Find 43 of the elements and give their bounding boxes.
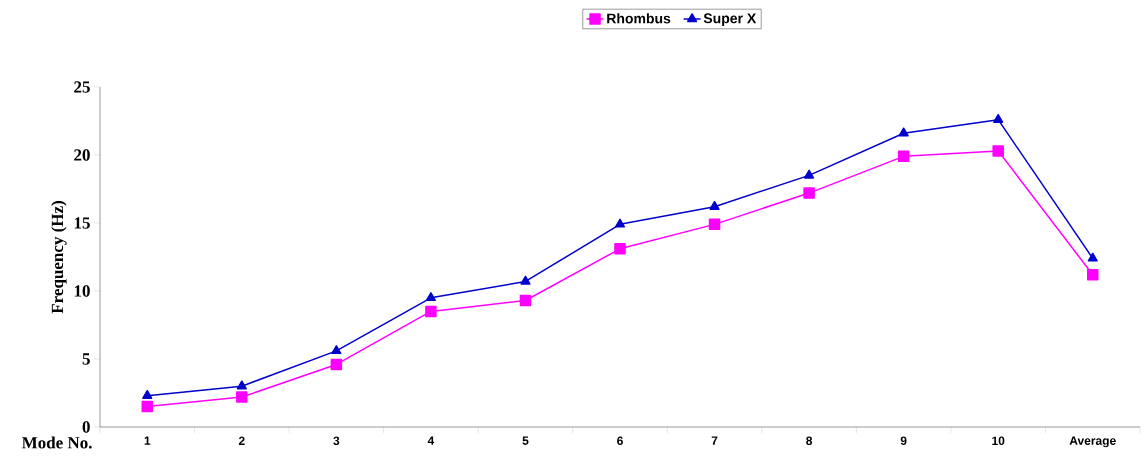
point [614, 243, 626, 255]
y-tick-label: 20 [74, 149, 90, 161]
x-tick-label: 9 [900, 436, 907, 446]
point [331, 345, 342, 355]
x-tick-label: 4 [427, 436, 435, 445]
point [142, 389, 153, 399]
point [898, 127, 909, 137]
x-axis-title: Mode No. [21, 436, 92, 449]
x-tick-label: Average [1069, 436, 1116, 448]
point [1086, 268, 1099, 281]
point [803, 187, 815, 199]
point [708, 218, 721, 231]
point [141, 400, 154, 413]
y-tick-label: 25 [74, 81, 90, 93]
y-tick-label: 15 [74, 217, 90, 229]
legend-label: Rhombus [607, 13, 671, 24]
point [709, 200, 720, 210]
point [804, 169, 815, 179]
x-tick-label: 2 [238, 436, 245, 445]
x-tick-label: 5 [522, 436, 529, 445]
point [614, 218, 626, 228]
y-tick-label: 10 [74, 285, 90, 297]
x-tick-label: 6 [617, 436, 623, 446]
y-tick-label: 0 [82, 421, 90, 433]
point [425, 305, 437, 318]
point [236, 391, 248, 403]
x-tick-label: 3 [333, 436, 340, 446]
x-tick-label: 10 [992, 436, 1005, 446]
point [236, 380, 247, 390]
x-tick-label: 1 [144, 436, 151, 445]
x-tick-label: 8 [806, 436, 813, 446]
point [993, 113, 1004, 123]
point [897, 150, 910, 163]
point [992, 145, 1004, 157]
legend-label: Super X [703, 13, 757, 27]
x-tick-label: 7 [711, 436, 718, 445]
point [519, 294, 532, 307]
point [425, 292, 436, 302]
point [520, 275, 531, 285]
y-axis-title: Frequency (Hz) [51, 201, 67, 314]
point [330, 358, 343, 371]
point [1087, 252, 1098, 262]
y-tick-label: 5 [82, 353, 90, 365]
